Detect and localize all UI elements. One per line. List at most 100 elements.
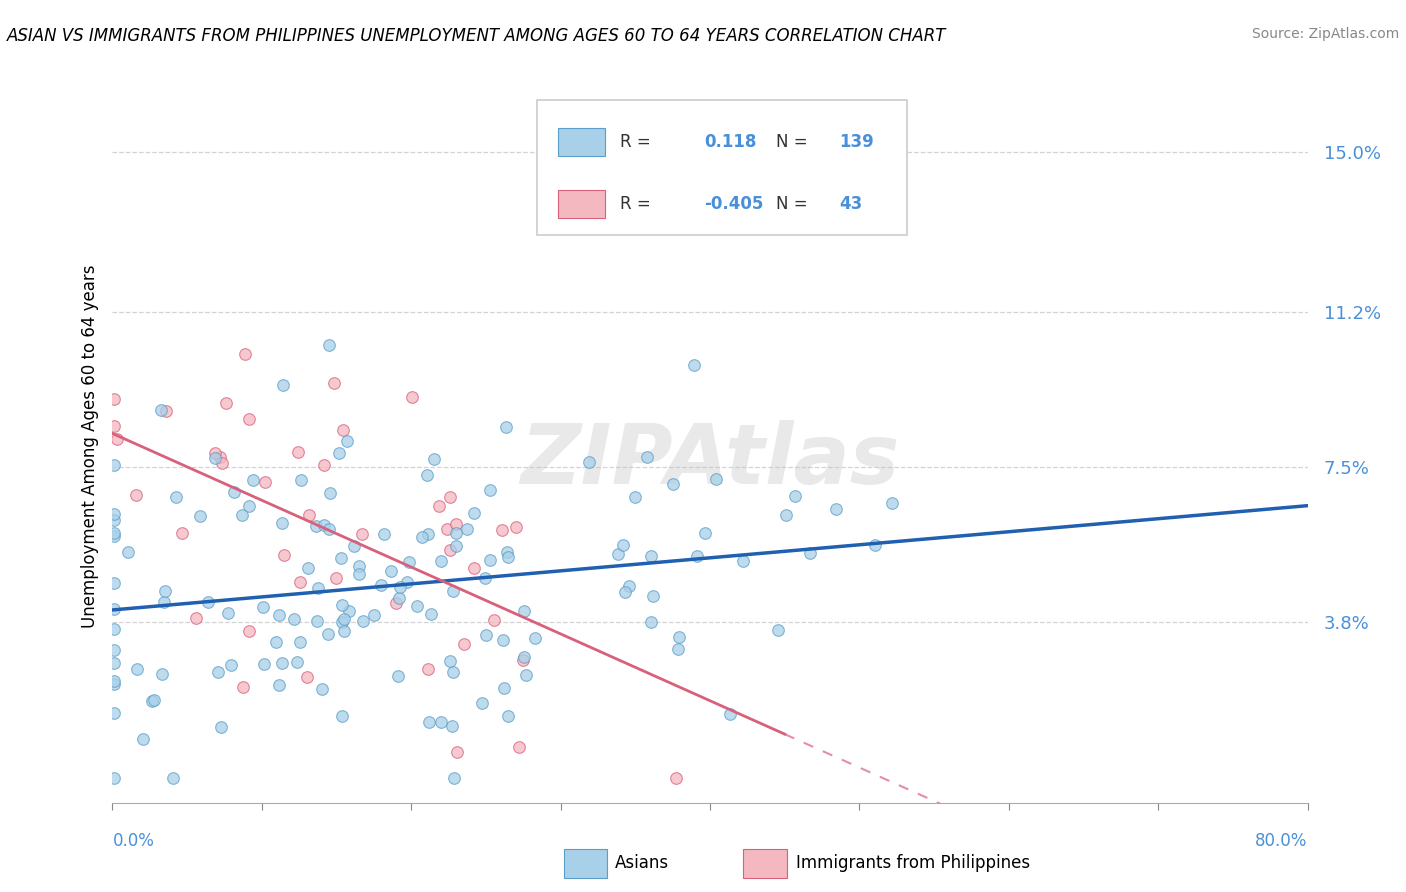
Point bbox=[471, 696, 494, 710]
Point bbox=[607, 547, 630, 561]
Point bbox=[666, 642, 689, 657]
Point bbox=[127, 662, 149, 676]
Text: ASIAN VS IMMIGRANTS FROM PHILIPPINES UNEMPLOYMENT AMONG AGES 60 TO 64 YEARS CORR: ASIAN VS IMMIGRANTS FROM PHILIPPINES UNE… bbox=[7, 27, 946, 45]
Point bbox=[103, 622, 125, 636]
Point bbox=[370, 578, 392, 592]
Point bbox=[430, 554, 453, 568]
Point bbox=[332, 423, 354, 437]
Point bbox=[444, 526, 467, 541]
Text: 80.0%: 80.0% bbox=[1256, 831, 1308, 849]
Point bbox=[188, 508, 211, 523]
Point bbox=[463, 506, 485, 520]
Point bbox=[162, 771, 184, 785]
Text: 43: 43 bbox=[839, 194, 862, 212]
Point bbox=[436, 522, 458, 536]
Point bbox=[132, 731, 155, 746]
Point bbox=[733, 554, 755, 568]
Point bbox=[197, 595, 219, 609]
Point bbox=[323, 376, 346, 390]
Point bbox=[661, 477, 683, 491]
Point bbox=[285, 656, 308, 670]
Point bbox=[325, 571, 347, 585]
Point bbox=[512, 653, 534, 667]
FancyBboxPatch shape bbox=[744, 849, 786, 878]
Text: R =: R = bbox=[620, 133, 651, 151]
Point bbox=[211, 456, 233, 470]
Point bbox=[311, 681, 333, 696]
Text: 0.118: 0.118 bbox=[704, 133, 756, 151]
Point bbox=[336, 434, 359, 448]
Point bbox=[103, 392, 125, 406]
Point bbox=[153, 583, 176, 598]
Point bbox=[453, 637, 475, 651]
Point bbox=[271, 377, 294, 392]
Point bbox=[668, 630, 690, 644]
Point bbox=[720, 706, 742, 721]
Point bbox=[388, 580, 411, 594]
Point bbox=[238, 624, 260, 639]
FancyBboxPatch shape bbox=[558, 128, 605, 156]
Point bbox=[232, 681, 254, 695]
Point bbox=[463, 561, 485, 575]
Point bbox=[103, 656, 125, 670]
Point bbox=[496, 549, 519, 564]
Point bbox=[439, 543, 461, 558]
Point bbox=[103, 674, 125, 689]
Point bbox=[695, 526, 717, 541]
Point bbox=[496, 708, 519, 723]
Point bbox=[439, 654, 461, 668]
Point bbox=[219, 657, 242, 672]
Point bbox=[508, 740, 530, 755]
Point bbox=[444, 516, 467, 531]
Point bbox=[443, 771, 465, 785]
FancyBboxPatch shape bbox=[558, 190, 605, 218]
Point bbox=[416, 467, 439, 482]
Point bbox=[337, 604, 360, 618]
Point bbox=[319, 486, 342, 500]
Point bbox=[238, 412, 260, 426]
Point bbox=[103, 576, 125, 591]
Point bbox=[352, 614, 374, 628]
Y-axis label: Unemployment Among Ages 60 to 64 years: Unemployment Among Ages 60 to 64 years bbox=[80, 264, 98, 628]
Point bbox=[882, 495, 904, 509]
Point bbox=[103, 525, 125, 540]
Point bbox=[478, 553, 501, 567]
Point bbox=[312, 458, 335, 472]
Point bbox=[287, 445, 309, 459]
Point bbox=[430, 714, 453, 729]
Point bbox=[505, 520, 527, 534]
Point bbox=[153, 595, 176, 609]
Point bbox=[217, 606, 239, 620]
Point bbox=[347, 567, 370, 582]
Point bbox=[150, 403, 173, 417]
Point bbox=[350, 527, 373, 541]
Point bbox=[441, 665, 464, 679]
Point bbox=[231, 508, 253, 522]
Point bbox=[298, 508, 321, 522]
Point bbox=[233, 347, 256, 361]
Point bbox=[271, 656, 294, 670]
Point bbox=[640, 549, 662, 563]
Point bbox=[150, 666, 173, 681]
Point bbox=[775, 508, 797, 523]
Point bbox=[332, 615, 354, 629]
Point bbox=[333, 624, 356, 638]
Point bbox=[441, 719, 464, 733]
Point bbox=[103, 513, 125, 527]
Point bbox=[456, 522, 478, 536]
Point bbox=[204, 445, 226, 459]
Point bbox=[125, 488, 148, 502]
Point bbox=[142, 692, 165, 706]
Point bbox=[305, 615, 328, 629]
Point bbox=[141, 693, 163, 707]
Point bbox=[204, 450, 226, 465]
Point bbox=[209, 450, 232, 464]
Point bbox=[363, 608, 385, 623]
Point bbox=[222, 485, 245, 500]
Point bbox=[242, 473, 264, 487]
Point bbox=[423, 452, 446, 467]
Point bbox=[418, 714, 440, 729]
Point bbox=[578, 455, 600, 469]
Point bbox=[103, 706, 125, 721]
Point bbox=[492, 632, 515, 647]
